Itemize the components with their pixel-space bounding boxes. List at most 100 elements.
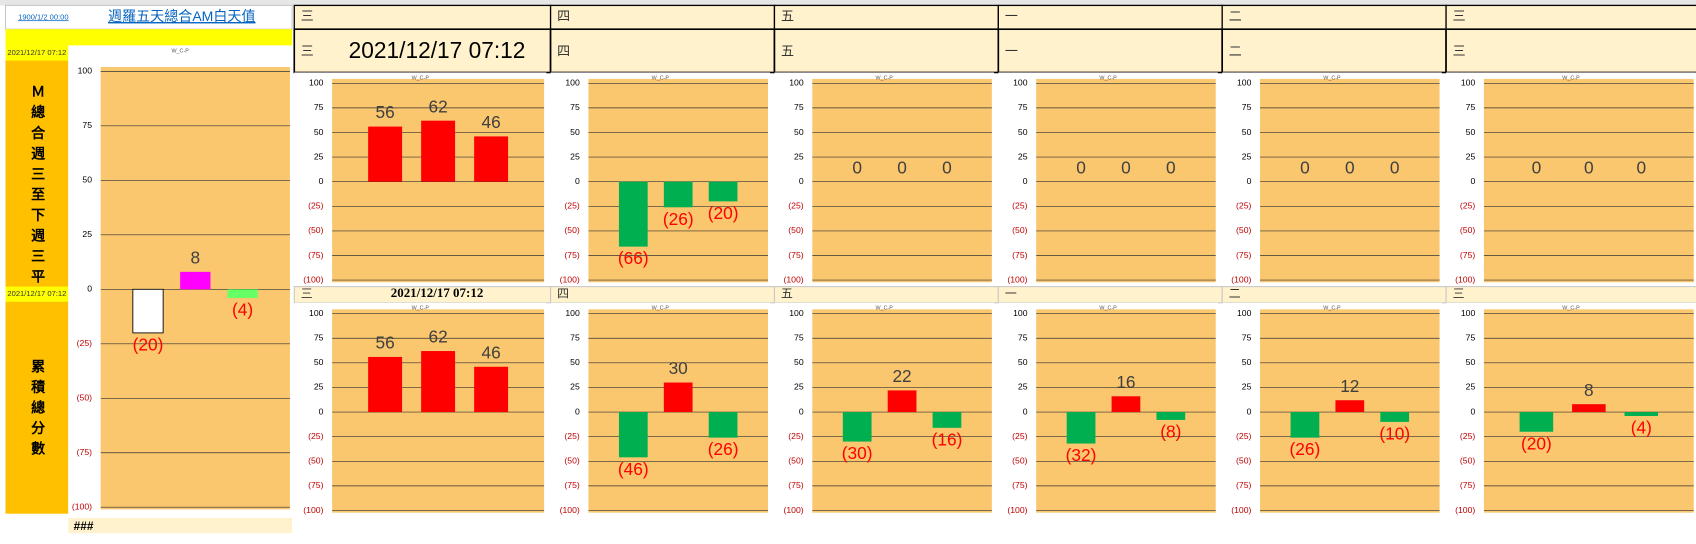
- header-cell: [773, 28, 1000, 74]
- header-cell: [1445, 4, 1696, 30]
- left-vertical-label: Ｍ總合週三至下週三平: [30, 84, 46, 289]
- y-tick-label: 25: [1018, 382, 1028, 392]
- y-tick-label: 50: [1466, 357, 1476, 367]
- y-tick-label: 75: [794, 102, 804, 112]
- chart-title: W_C-P: [1562, 306, 1580, 312]
- y-tick-label: 100: [789, 78, 804, 88]
- y-tick-label: 75: [570, 102, 580, 112]
- bar: [421, 120, 456, 182]
- y-tick-label: 0: [1470, 406, 1475, 416]
- bar: [1156, 412, 1186, 420]
- data-label: (46): [618, 459, 649, 479]
- y-tick-label: (100): [72, 502, 92, 512]
- header-cell: [1445, 28, 1696, 74]
- y-tick-label: 75: [1018, 102, 1028, 112]
- y-tick-label: (100): [1455, 505, 1475, 515]
- y-tick-label: 25: [314, 382, 324, 392]
- y-tick-label: (50): [788, 456, 803, 466]
- bar: [368, 356, 403, 413]
- plot-area: [812, 78, 992, 283]
- data-label: 0: [852, 157, 862, 177]
- sheet-title[interactable]: 週羅五天總合AM白天值: [108, 8, 256, 24]
- y-tick-label: 25: [794, 151, 804, 161]
- data-label: 56: [375, 333, 394, 353]
- weekday-label: 三: [1453, 286, 1465, 300]
- data-label: 8: [190, 247, 200, 267]
- y-tick-label: 100: [1237, 78, 1252, 88]
- chart-title: W_C-P: [1099, 75, 1117, 81]
- y-tick-label: (75): [788, 250, 803, 260]
- bar: [708, 412, 738, 438]
- y-tick-label: (25): [788, 201, 803, 211]
- column-ruler: [0, 0, 1696, 6]
- y-tick-label: 100: [789, 308, 804, 318]
- footer-cell: [68, 518, 293, 534]
- plot-area: [588, 78, 768, 283]
- corner-date[interactable]: 1900/1/2 00:00: [18, 12, 68, 21]
- header-cell: [549, 4, 776, 30]
- y-tick-label: 25: [1466, 382, 1476, 392]
- plot-area: [1036, 78, 1216, 283]
- data-label: (26): [1290, 439, 1321, 459]
- header-cell: [773, 286, 999, 304]
- y-tick-label: 25: [314, 151, 324, 161]
- date-label: 2021/12/17 07:12: [391, 285, 484, 300]
- y-tick-label: (75): [1460, 480, 1475, 490]
- data-label: 0: [1345, 157, 1355, 177]
- y-tick-label: 50: [794, 127, 804, 137]
- y-tick-label: 25: [570, 151, 580, 161]
- data-label: (66): [618, 248, 649, 268]
- y-tick-label: (50): [564, 456, 579, 466]
- data-label: 0: [1076, 157, 1086, 177]
- data-label: (4): [1631, 418, 1652, 438]
- y-tick-label: 0: [1470, 176, 1475, 186]
- y-tick-label: (100): [560, 274, 580, 284]
- y-tick-label: 0: [799, 176, 804, 186]
- header-cell: [773, 4, 999, 30]
- bar: [663, 181, 693, 208]
- data-label: 0: [942, 157, 952, 177]
- y-tick-label: 0: [799, 406, 804, 416]
- y-tick-label: (25): [1460, 431, 1475, 441]
- weekday-label: 四: [557, 43, 570, 58]
- y-tick-label: (50): [308, 225, 323, 235]
- y-tick-label: 25: [82, 229, 92, 239]
- data-label: 16: [1116, 372, 1135, 392]
- y-tick-label: 0: [319, 406, 324, 416]
- y-tick-label: (25): [564, 201, 579, 211]
- y-tick-label: 75: [1242, 102, 1252, 112]
- bar: [842, 412, 872, 442]
- bar: [474, 136, 509, 182]
- y-tick-label: (75): [1012, 250, 1027, 260]
- weekday-label: 三: [1453, 9, 1466, 24]
- bar: [618, 412, 648, 458]
- data-label: (20): [133, 334, 164, 354]
- y-tick-label: (100): [1007, 505, 1027, 515]
- data-label: (8): [1160, 421, 1181, 441]
- y-tick-label: 50: [570, 127, 580, 137]
- data-label: (30): [842, 443, 873, 463]
- bar: [1572, 404, 1606, 413]
- y-tick-label: 0: [575, 406, 580, 416]
- data-label: 46: [481, 342, 500, 362]
- y-tick-label: (100): [303, 274, 323, 284]
- data-label: (26): [663, 209, 694, 229]
- y-tick-label: 25: [1242, 151, 1252, 161]
- y-tick-label: (75): [564, 250, 579, 260]
- weekday-label: 一: [1005, 9, 1018, 24]
- y-tick-label: (25): [788, 431, 803, 441]
- bar: [1380, 412, 1410, 422]
- y-tick-label: (75): [788, 480, 803, 490]
- header-cell: [549, 28, 776, 74]
- bar: [932, 412, 962, 428]
- y-tick-label: 100: [309, 78, 324, 88]
- y-tick-label: (100): [1455, 274, 1475, 284]
- y-tick-label: (50): [1236, 456, 1251, 466]
- y-tick-label: (100): [1007, 274, 1027, 284]
- y-tick-label: 100: [1461, 78, 1476, 88]
- y-tick-label: (75): [564, 480, 579, 490]
- y-tick-label: 50: [1018, 357, 1028, 367]
- data-label: (10): [1379, 423, 1410, 443]
- y-tick-label: (75): [308, 480, 323, 490]
